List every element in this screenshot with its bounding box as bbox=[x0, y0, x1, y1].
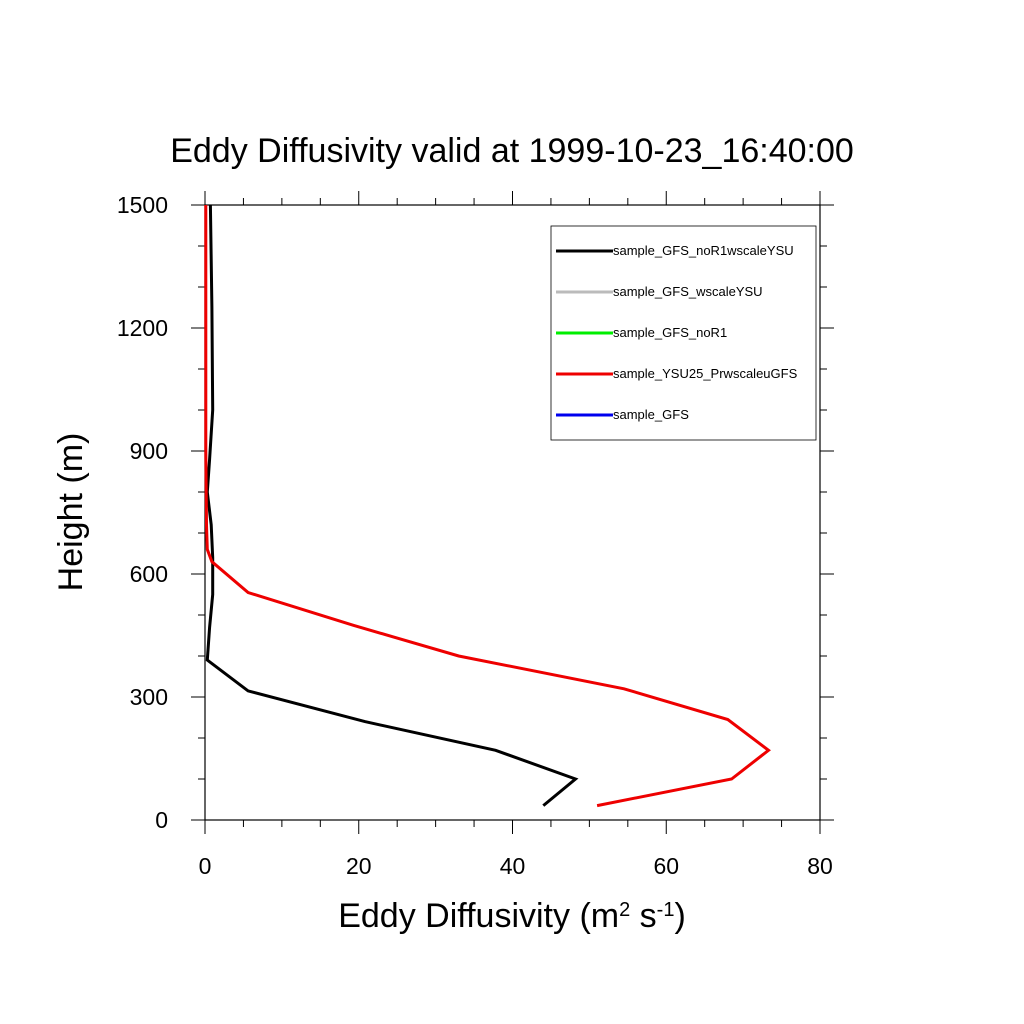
x-tick-label: 40 bbox=[500, 853, 526, 879]
y-tick-label: 1200 bbox=[117, 315, 168, 341]
y-tick-label: 600 bbox=[130, 561, 168, 587]
series-line-1 bbox=[205, 204, 579, 807]
y-tick-label: 0 bbox=[155, 807, 168, 833]
legend-label-1: sample_GFS_noR1wscaleYSU bbox=[613, 243, 794, 258]
x-axis-label-mid: s bbox=[630, 897, 656, 935]
series-layer bbox=[204, 204, 771, 808]
x-axis-label-text: Eddy Diffusivity (m bbox=[338, 897, 619, 935]
y-axis-label: Height (m) bbox=[52, 433, 90, 592]
legend: sample_GFS_noR1wscaleYSU sample_GFS_wscal… bbox=[550, 225, 817, 441]
x-axis-label-end: ) bbox=[674, 897, 685, 935]
x-axis-label: Eddy Diffusivity (m2 s-1) bbox=[338, 897, 686, 935]
legend-label-4: sample_YSU25_PrwscaleuGFS bbox=[613, 366, 798, 381]
chart-title: Eddy Diffusivity valid at 1999-10-23_16:… bbox=[170, 132, 854, 170]
axes: 0 20 40 60 80 0 300 600 900 1200 1500 bbox=[117, 191, 834, 879]
legend-label-3: sample_GFS_noR1 bbox=[613, 325, 727, 340]
x-axis-label-sup-1: 2 bbox=[619, 899, 630, 921]
y-tick-label: 1500 bbox=[117, 192, 168, 218]
legend-label-5: sample_GFS bbox=[613, 407, 689, 422]
legend-label-2: sample_GFS_wscaleYSU bbox=[613, 284, 763, 299]
x-tick-label: 0 bbox=[199, 853, 212, 879]
x-axis-label-sup-2: -1 bbox=[657, 899, 675, 921]
series-line-4 bbox=[204, 205, 771, 808]
x-tick-label: 20 bbox=[346, 853, 372, 879]
y-tick-label: 300 bbox=[130, 684, 168, 710]
y-tick-label: 900 bbox=[130, 438, 168, 464]
x-tick-label: 80 bbox=[807, 853, 833, 879]
x-tick-label: 60 bbox=[653, 853, 679, 879]
